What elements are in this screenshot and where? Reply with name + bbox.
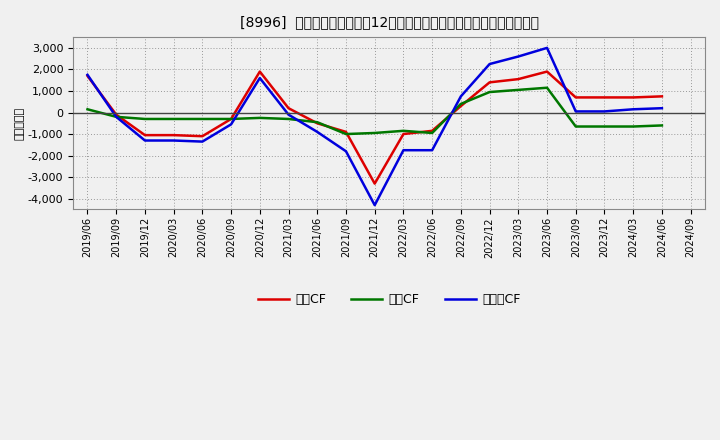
フリーCF xyxy=(456,94,465,99)
フリーCF xyxy=(198,139,207,144)
投資CF xyxy=(370,130,379,136)
営業CF xyxy=(313,121,322,126)
フリーCF xyxy=(284,112,293,117)
営業CF xyxy=(112,112,120,117)
フリーCF xyxy=(514,54,523,59)
営業CF xyxy=(514,77,523,82)
フリーCF xyxy=(256,75,264,81)
営業CF xyxy=(140,132,149,138)
投資CF xyxy=(256,115,264,121)
営業CF xyxy=(198,134,207,139)
営業CF xyxy=(256,69,264,74)
投資CF xyxy=(284,116,293,121)
投資CF xyxy=(227,116,235,121)
投資CF xyxy=(169,116,178,121)
営業CF xyxy=(399,132,408,137)
営業CF xyxy=(456,103,465,109)
投資CF xyxy=(140,116,149,121)
フリーCF xyxy=(169,138,178,143)
営業CF xyxy=(572,95,580,100)
フリーCF xyxy=(428,147,436,153)
フリーCF xyxy=(227,122,235,127)
営業CF xyxy=(370,181,379,186)
投資CF xyxy=(313,120,322,125)
フリーCF xyxy=(657,106,666,111)
投資CF xyxy=(657,123,666,128)
営業CF xyxy=(629,95,637,100)
投資CF xyxy=(600,124,609,129)
フリーCF xyxy=(84,72,92,77)
Line: 投資CF: 投資CF xyxy=(88,88,662,134)
Y-axis label: （百万円）: （百万円） xyxy=(15,107,25,140)
フリーCF xyxy=(399,147,408,153)
投資CF xyxy=(112,114,120,119)
投資CF xyxy=(198,116,207,121)
投資CF xyxy=(399,128,408,133)
営業CF xyxy=(84,73,92,78)
投資CF xyxy=(485,89,494,95)
フリーCF xyxy=(600,109,609,114)
営業CF xyxy=(284,106,293,111)
Line: 営業CF: 営業CF xyxy=(88,72,662,183)
Line: フリーCF: フリーCF xyxy=(88,48,662,205)
フリーCF xyxy=(572,109,580,114)
投資CF xyxy=(629,124,637,129)
投資CF xyxy=(84,106,92,112)
フリーCF xyxy=(370,202,379,208)
フリーCF xyxy=(140,138,149,143)
営業CF xyxy=(428,128,436,133)
営業CF xyxy=(227,116,235,121)
投資CF xyxy=(514,87,523,92)
投資CF xyxy=(543,85,552,90)
フリーCF xyxy=(629,106,637,112)
フリーCF xyxy=(112,114,120,119)
投資CF xyxy=(428,130,436,136)
フリーCF xyxy=(543,45,552,51)
営業CF xyxy=(600,95,609,100)
営業CF xyxy=(657,94,666,99)
投資CF xyxy=(456,101,465,106)
営業CF xyxy=(543,69,552,74)
フリーCF xyxy=(313,129,322,135)
フリーCF xyxy=(342,149,351,154)
投資CF xyxy=(572,124,580,129)
営業CF xyxy=(169,132,178,138)
Title: [8996]  キャッシュフローの12か月移動合計の対前年同期増減額の推移: [8996] キャッシュフローの12か月移動合計の対前年同期増減額の推移 xyxy=(240,15,539,29)
営業CF xyxy=(342,129,351,135)
営業CF xyxy=(485,80,494,85)
フリーCF xyxy=(485,62,494,67)
Legend: 営業CF, 投資CF, フリーCF: 営業CF, 投資CF, フリーCF xyxy=(253,288,526,311)
投資CF xyxy=(342,132,351,137)
